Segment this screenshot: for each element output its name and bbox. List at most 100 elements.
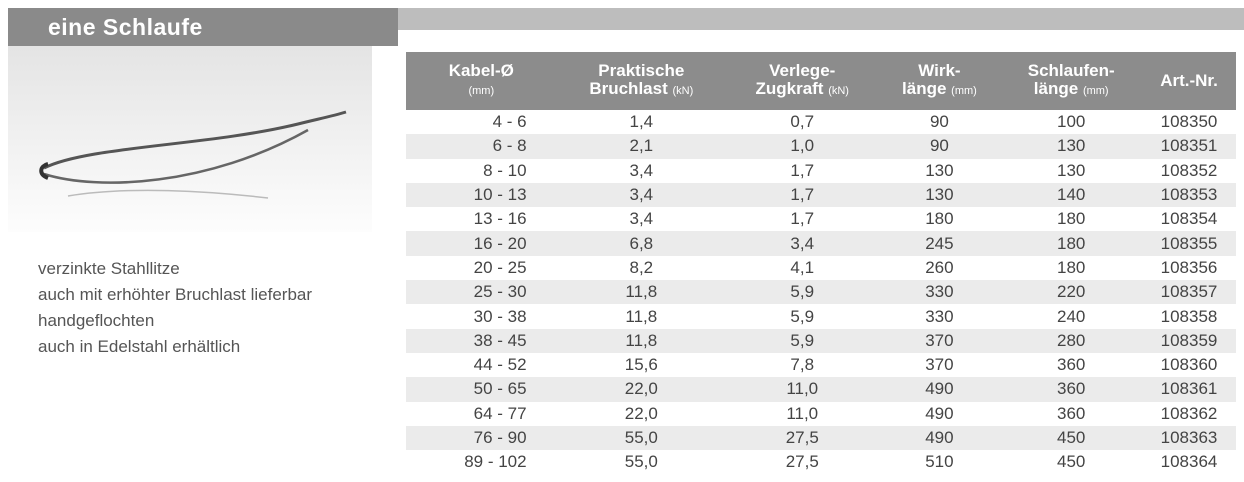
table-cell: 0,7 [726,110,878,134]
table-cell: 370 [878,329,1000,353]
header-line: Zugkraft [755,79,823,98]
table-cell: 13 - 16 [406,207,557,231]
table-cell: 490 [878,377,1000,401]
table-cell: 108360 [1142,353,1236,377]
table-cell: 38 - 45 [406,329,557,353]
column-header: Kabel-Ø (mm) [406,52,557,110]
table-cell: 1,7 [726,207,878,231]
table-cell: 180 [878,207,1000,231]
title-box: eine Schlaufe [8,8,398,46]
table-cell: 22,0 [557,402,726,426]
table-cell: 108350 [1142,110,1236,134]
column-header: Schlaufen-länge (mm) [1000,52,1142,110]
table-cell: 330 [878,280,1000,304]
header-unit: (kN) [828,85,849,97]
table-cell: 330 [878,304,1000,328]
table-cell: 130 [878,159,1000,183]
table-cell: 108362 [1142,402,1236,426]
table-cell: 11,8 [557,280,726,304]
table-cell: 3,4 [557,207,726,231]
top-bar [398,8,1244,30]
table-cell: 1,7 [726,183,878,207]
table-cell: 55,0 [557,450,726,474]
table-cell: 27,5 [726,450,878,474]
table-cell: 15,6 [557,353,726,377]
table-cell: 44 - 52 [406,353,557,377]
table-cell: 11,0 [726,402,878,426]
table-cell: 10 - 13 [406,183,557,207]
table-cell: 11,0 [726,377,878,401]
table-cell: 8,2 [557,256,726,280]
table-cell: 450 [1000,450,1142,474]
table-cell: 30 - 38 [406,304,557,328]
table-cell: 220 [1000,280,1142,304]
table-cell: 22,0 [557,377,726,401]
table-cell: 140 [1000,183,1142,207]
feature-item: auch mit erhöhter Bruchlast lieferbar [38,283,358,307]
table-cell: 3,4 [557,183,726,207]
column-header: Verlege-Zugkraft (kN) [726,52,878,110]
table-cell: 6 - 8 [406,134,557,158]
column-header: Wirk-länge (mm) [878,52,1000,110]
product-image [8,46,372,232]
table-cell: 130 [878,183,1000,207]
table-cell: 7,8 [726,353,878,377]
table-cell: 180 [1000,231,1142,255]
table-cell: 5,9 [726,304,878,328]
table-cell: 76 - 90 [406,426,557,450]
column-header: Art.-Nr. [1142,52,1236,110]
table-cell: 108364 [1142,450,1236,474]
header-line: Kabel-Ø [449,61,514,80]
table-cell: 5,9 [726,280,878,304]
header-line: länge [1034,79,1078,98]
title: eine Schlaufe [48,14,203,41]
table-cell: 360 [1000,377,1142,401]
table-cell: 240 [1000,304,1142,328]
table-cell: 100 [1000,110,1142,134]
page: eine Schlaufe verzinkte Stahllitzeauch m… [0,0,1244,482]
table-cell: 89 - 102 [406,450,557,474]
table-cell: 2,1 [557,134,726,158]
table-cell: 64 - 77 [406,402,557,426]
table-cell: 27,5 [726,426,878,450]
header-line: Bruchlast [589,79,667,98]
table-cell: 108356 [1142,256,1236,280]
feature-item: auch in Edelstahl erhältlich [38,335,358,359]
table-cell: 4 - 6 [406,110,557,134]
table-cell: 90 [878,110,1000,134]
table-cell: 4,1 [726,256,878,280]
table-cell: 108355 [1142,231,1236,255]
table-cell: 370 [878,353,1000,377]
table-cell: 1,7 [726,159,878,183]
table-cell: 11,8 [557,304,726,328]
table-cell: 280 [1000,329,1142,353]
table-cell: 50 - 65 [406,377,557,401]
header-line: Art.-Nr. [1160,71,1218,90]
table-cell: 90 [878,134,1000,158]
table-cell: 108359 [1142,329,1236,353]
table-cell: 25 - 30 [406,280,557,304]
table-cell: 8 - 10 [406,159,557,183]
table-cell: 108354 [1142,207,1236,231]
feature-item: verzinkte Stahllitze [38,257,358,281]
header-unit: (mm) [468,85,494,97]
table-cell: 108357 [1142,280,1236,304]
table-cell: 6,8 [557,231,726,255]
feature-item: handgeflochten [38,309,358,333]
table-cell: 180 [1000,207,1142,231]
table-cell: 20 - 25 [406,256,557,280]
table-cell: 490 [878,402,1000,426]
table-cell: 510 [878,450,1000,474]
